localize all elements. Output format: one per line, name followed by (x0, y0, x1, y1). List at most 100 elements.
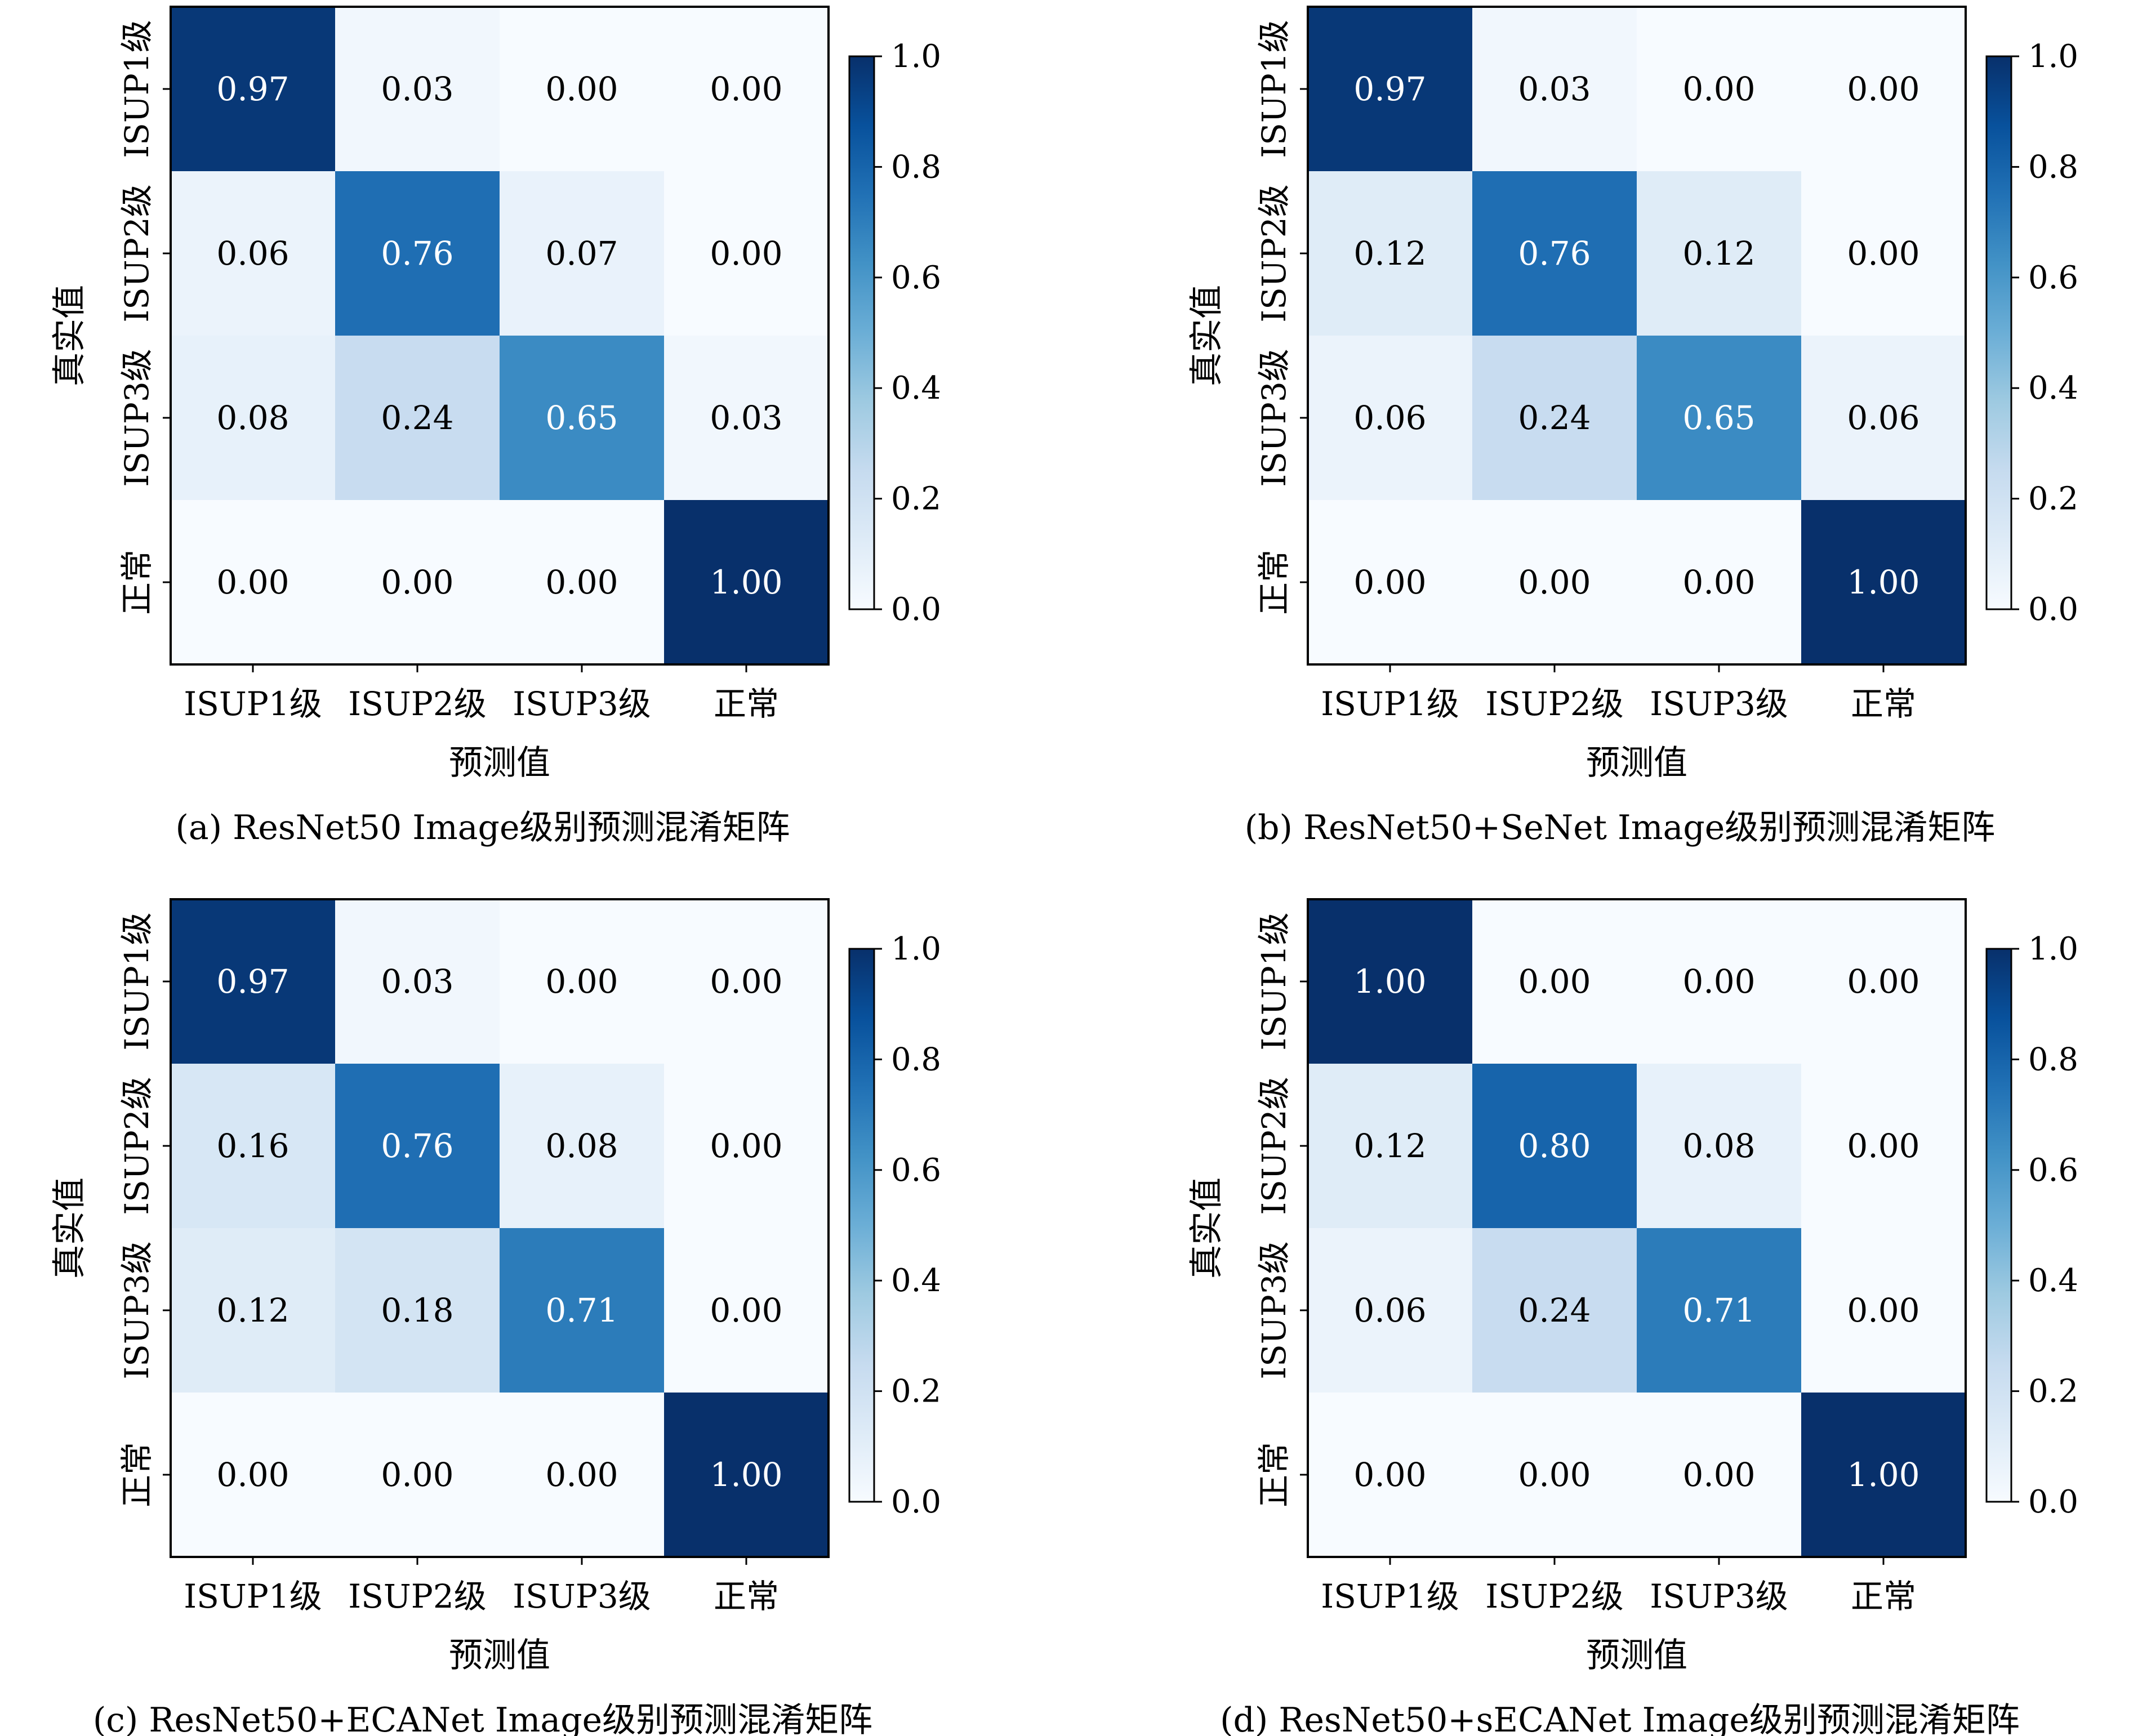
cell-value-label: 0.00 (1847, 1291, 1919, 1329)
colorbar-tick-label: 0.2 (2028, 1373, 2078, 1410)
heatmap-cell (1801, 7, 1966, 171)
plot-frame (170, 6, 830, 666)
panel-caption: (d) ResNet50+sECANet Image级别预测混淆矩阵 (1220, 1701, 2020, 1736)
x-tick-label: ISUP3级 (1650, 1577, 1788, 1615)
cell-value-label: 1.00 (1847, 563, 1919, 601)
cell-value-label: 0.00 (381, 563, 453, 601)
heatmap-cell (1472, 1064, 1637, 1228)
cell-value-label: 0.00 (1682, 563, 1755, 601)
heatmap-cell (171, 1064, 335, 1228)
y-tick-label: ISUP1级 (1255, 20, 1293, 158)
y-tick-label: 正常 (118, 550, 156, 615)
cell-value-label: 0.06 (216, 234, 289, 273)
heatmap-cell (664, 171, 829, 336)
y-tick-label: ISUP1级 (118, 20, 156, 158)
cell-value-label: 0.80 (1518, 1127, 1591, 1165)
heatmap-cell (335, 1393, 500, 1557)
y-tick-label: ISUP1级 (118, 912, 156, 1050)
plot-frame (170, 898, 830, 1558)
cell-value-label: 0.71 (545, 1291, 618, 1329)
heatmap-cell (1308, 1393, 1472, 1557)
heatmap-cells: 0.97 0.03 0.00 0.00 0.16 0.76 0.08 0.00 0.12 0.18… (171, 899, 829, 1557)
colorbar (1985, 948, 2012, 1503)
colorbar-tick-label: 0.6 (891, 260, 941, 296)
heatmap-cell (171, 500, 335, 664)
colorbar-tick-label: 0.0 (2028, 1484, 2078, 1520)
heatmap-cell (1637, 899, 1801, 1064)
cell-value-label: 0.00 (1682, 1456, 1755, 1494)
heatmap-cells: 0.97 0.03 0.00 0.00 0.06 0.76 0.07 0.00 0.08 0.24… (171, 7, 829, 664)
colorbar-tick-label: 0.0 (891, 1484, 941, 1520)
cell-value-label: 0.24 (381, 399, 453, 437)
cell-value-label: 0.00 (1847, 1127, 1919, 1165)
colorbar (1985, 55, 2012, 610)
y-tick-label: 正常 (1255, 1442, 1293, 1507)
y-tick-label: ISUP3级 (1255, 1241, 1293, 1379)
cell-value-label: 0.16 (216, 1127, 289, 1165)
y-tick-label: ISUP2级 (118, 184, 156, 322)
x-axis-title: 预测值 (449, 1636, 550, 1675)
x-tick-label: 正常 (1851, 685, 1916, 723)
heatmap-cell (1637, 500, 1801, 664)
heatmap-cell (664, 1064, 829, 1228)
cell-value-label: 0.00 (545, 563, 618, 601)
colorbar (848, 55, 875, 610)
colorbar-tick-label: 0.0 (891, 591, 941, 628)
panel-caption: (b) ResNet50+SeNet Image级别预测混淆矩阵 (1245, 808, 1996, 847)
panel-caption: (c) ResNet50+ECANet Image级别预测混淆矩阵 (93, 1701, 872, 1736)
heatmap-cell (1637, 7, 1801, 171)
cell-value-label: 0.24 (1518, 1291, 1591, 1329)
heatmap-cell (171, 1393, 335, 1557)
x-tick-label: ISUP2级 (1485, 1577, 1623, 1615)
cell-value-label: 0.07 (545, 234, 618, 273)
heatmap-cell (335, 7, 500, 171)
cell-value-label: 0.00 (1847, 962, 1919, 1001)
cell-value-label: 0.00 (545, 1456, 618, 1494)
confusion-matrix-panel-d: 1.00 0.00 0.00 0.00 0.12 0.80 0.08 0.00 0.06 0.24… (1187, 898, 2078, 1736)
colorbar-tick-label: 0.2 (2028, 481, 2078, 517)
y-tick-label: ISUP3级 (118, 1241, 156, 1379)
heatmap-cell (335, 1064, 500, 1228)
cell-value-label: 0.00 (710, 1291, 782, 1329)
heatmap-cells: 1.00 0.00 0.00 0.00 0.12 0.80 0.08 0.00 0.06 0.24… (1308, 899, 1966, 1557)
x-tick-label: ISUP1级 (184, 1577, 322, 1615)
cell-value-label: 0.00 (710, 70, 782, 108)
colorbar-tick-label: 1.0 (891, 931, 941, 967)
x-tick-label: ISUP3级 (1650, 685, 1788, 723)
heatmap-cell (1801, 899, 1966, 1064)
y-tick-label: 正常 (1255, 550, 1293, 615)
colorbar-tick-label: 0.2 (891, 481, 941, 517)
heatmap-cell (1637, 336, 1801, 500)
heatmap-cell (335, 171, 500, 336)
colorbar-tick-label: 0.6 (2028, 260, 2078, 296)
x-axis-title: 预测值 (449, 743, 550, 783)
y-tick-label: ISUP1级 (1255, 912, 1293, 1050)
plot-frame (1307, 6, 1967, 666)
colorbar-tick-label: 0.0 (2028, 591, 2078, 628)
heatmap-cell (171, 1228, 335, 1393)
heatmap-cell (500, 7, 664, 171)
heatmap-cell (500, 899, 664, 1064)
heatmap-cell (1637, 1064, 1801, 1228)
colorbar-tick-label: 0.6 (891, 1152, 941, 1189)
heatmap-cell (1801, 1064, 1966, 1228)
cell-value-label: 0.00 (381, 1456, 453, 1494)
cell-value-label: 0.03 (1518, 70, 1591, 108)
cell-value-label: 0.00 (1518, 563, 1591, 601)
cell-value-label: 0.00 (710, 1127, 782, 1165)
cell-value-label: 1.00 (710, 563, 782, 601)
cell-value-label: 0.24 (1518, 399, 1591, 437)
colorbar-tick-label: 1.0 (2028, 38, 2078, 75)
cell-value-label: 0.71 (1682, 1291, 1755, 1329)
x-tick-label: ISUP2级 (348, 1577, 486, 1615)
heatmap-cell (664, 7, 829, 171)
colorbar-tick-label: 1.0 (891, 38, 941, 75)
heatmap-cell (664, 336, 829, 500)
x-tick-label: ISUP1级 (184, 685, 322, 723)
x-axis-title: 预测值 (1586, 743, 1687, 783)
heatmap-cell (171, 336, 335, 500)
heatmap-cell (335, 500, 500, 664)
cell-value-label: 0.00 (710, 962, 782, 1001)
heatmap-cell (1308, 899, 1472, 1064)
